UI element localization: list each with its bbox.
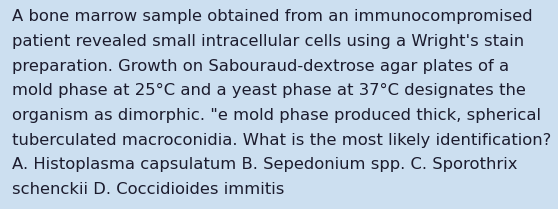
Text: tuberculated macroconidia. What is the most likely identification?: tuberculated macroconidia. What is the m… — [12, 133, 551, 148]
Text: A. Histoplasma capsulatum B. Sepedonium spp. C. Sporothrix: A. Histoplasma capsulatum B. Sepedonium … — [12, 157, 518, 172]
Text: patient revealed small intracellular cells using a Wright's stain: patient revealed small intracellular cel… — [12, 34, 525, 49]
Text: mold phase at 25°C and a yeast phase at 37°C designates the: mold phase at 25°C and a yeast phase at … — [12, 83, 526, 98]
Text: A bone marrow sample obtained from an immunocompromised: A bone marrow sample obtained from an im… — [12, 9, 533, 24]
Text: schenckii D. Coccidioides immitis: schenckii D. Coccidioides immitis — [12, 182, 285, 197]
Text: organism as dimorphic. "e mold phase produced thick, spherical: organism as dimorphic. "e mold phase pro… — [12, 108, 541, 123]
Text: preparation. Growth on Sabouraud-dextrose agar plates of a: preparation. Growth on Sabouraud-dextros… — [12, 59, 509, 74]
